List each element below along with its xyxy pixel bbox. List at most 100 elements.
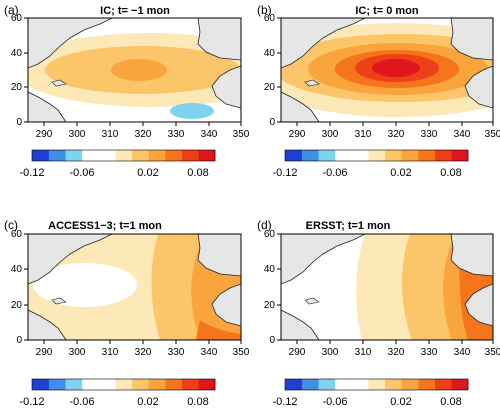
- colorbar-cell: [334, 150, 352, 161]
- x-tick-label: 320: [388, 129, 405, 140]
- colorbar-tick-label: -0.06: [69, 396, 94, 408]
- x-tick-label: 350: [485, 347, 500, 358]
- colorbar-c: -0.12 -0.06 0.02 0.08: [19, 378, 216, 408]
- colorbar-tick-label: -0.06: [322, 396, 347, 408]
- panel-d-y-axis: 0 20 40 60: [264, 229, 281, 346]
- panel-c-europe: [197, 234, 241, 277]
- colorbar-cell: [131, 150, 149, 161]
- x-tick-label: 330: [168, 129, 185, 140]
- panel-c-map: [28, 234, 241, 340]
- panel-b-title: IC; t= 0 mon: [355, 5, 419, 17]
- panel-d-africa: [464, 283, 493, 327]
- colorbar-cell: [434, 379, 452, 390]
- panel-a-north-america: [28, 18, 113, 69]
- panel-a-tag: (a): [4, 3, 19, 17]
- x-tick-label: 310: [355, 129, 372, 140]
- colorbar-d: -0.12 -0.06 0.02 0.08: [272, 378, 469, 408]
- y-tick-label: 40: [11, 264, 23, 275]
- x-tick-label: 310: [355, 347, 372, 358]
- colorbar-cell: [115, 150, 133, 161]
- y-tick-label: 60: [11, 229, 23, 240]
- colorbar-tick-label: -0.06: [322, 167, 347, 179]
- colorbar-frame: [31, 149, 216, 162]
- colorbar-tick-label: 0.08: [187, 167, 208, 179]
- x-tick-label: 320: [135, 347, 152, 358]
- colorbar-tick-label: 0.02: [390, 167, 411, 179]
- x-tick-label: 290: [36, 129, 53, 140]
- x-tick-label: 330: [421, 347, 438, 358]
- colorbar-cell: [32, 379, 49, 390]
- colorbar-frame: [31, 378, 216, 391]
- colorbar-cell: [301, 150, 319, 161]
- colorbar-cell: [401, 150, 419, 161]
- x-tick-label: 310: [102, 347, 119, 358]
- colorbar-tick-label: 0.02: [137, 396, 158, 408]
- colorbar-cell: [181, 379, 199, 390]
- x-tick-label: 350: [485, 129, 500, 140]
- colorbar-cell: [451, 150, 469, 161]
- x-tick-label: 340: [454, 129, 471, 140]
- colorbar-frame: [284, 149, 469, 162]
- x-tick-label: 330: [421, 129, 438, 140]
- colorbar-tick-label: -0.12: [272, 167, 297, 179]
- colorbar-cell: [32, 150, 49, 161]
- colorbar-cell: [334, 379, 352, 390]
- panel-a-europe: [197, 18, 241, 61]
- colorbar-cell: [285, 379, 302, 390]
- panel-c-caribbean: [51, 297, 67, 305]
- colorbar-cell: [418, 150, 436, 161]
- panel-c: (c) ACCESS1−3; t=1 mon 0 20 40 60 290 30…: [4, 218, 250, 358]
- panel-c-frame: [27, 233, 242, 341]
- panel-b-south-america: [281, 91, 320, 122]
- x-tick-label: 290: [36, 347, 53, 358]
- colorbar-tick-label: 0.08: [440, 167, 461, 179]
- colorbar-cell: [48, 150, 66, 161]
- y-tick-label: 0: [16, 117, 22, 128]
- panel-b-africa: [464, 65, 493, 109]
- colorbar-cell: [98, 150, 116, 161]
- x-tick-label: 290: [289, 347, 306, 358]
- panel-a-map: [28, 18, 241, 122]
- y-tick-label: 60: [264, 229, 276, 240]
- colorbar-cell: [65, 379, 83, 390]
- colorbar-cell: [48, 379, 66, 390]
- x-tick-label: 290: [289, 129, 306, 140]
- panel-c-y-axis: 0 20 40 60: [11, 229, 28, 346]
- panel-c-x-axis: 290 300 310 320 330 340 350: [36, 340, 250, 358]
- panel-c-south-america: [28, 309, 67, 340]
- colorbar-cell: [384, 150, 402, 161]
- panel-a-title: IC; t= −1 mon: [100, 5, 170, 17]
- panel-b: (b) IC; t= 0 mon 0 20 40 60 290 300 31: [257, 3, 500, 140]
- colorbar-cell: [318, 379, 336, 390]
- colorbar-tick-label: 0.02: [137, 167, 158, 179]
- colorbar-tick-label: 0.08: [187, 396, 208, 408]
- panel-d-europe: [450, 234, 493, 277]
- panel-a: (a) IC; t= −1 mon 0 20 40 60 290 3: [4, 3, 250, 140]
- panel-b-north-america: [281, 18, 366, 69]
- colorbar-tick-label: 0.08: [440, 396, 461, 408]
- colorbar-tick-label: -0.06: [69, 167, 94, 179]
- colorbar-cell: [181, 150, 199, 161]
- panel-c-contour-4: [196, 320, 241, 340]
- y-tick-label: 40: [264, 264, 276, 275]
- colorbar-cell: [351, 379, 369, 390]
- y-tick-label: 20: [264, 300, 276, 311]
- panel-b-contour-6: [372, 59, 420, 77]
- colorbar-cell: [384, 379, 402, 390]
- colorbar-tick-label: 0.02: [390, 396, 411, 408]
- panel-a-south-america: [28, 91, 67, 122]
- panel-a-contour-3: [111, 59, 167, 81]
- colorbar-cell: [451, 379, 469, 390]
- x-tick-label: 300: [69, 347, 86, 358]
- panel-c-tag: (c): [4, 218, 18, 232]
- colorbar-cell: [368, 150, 386, 161]
- colorbar-cell: [131, 379, 149, 390]
- colorbar-cell: [418, 379, 436, 390]
- panel-b-europe: [450, 18, 493, 61]
- y-tick-label: 20: [11, 300, 23, 311]
- panel-a-africa: [211, 65, 241, 109]
- panel-a-y-axis: 0 20 40 60: [11, 13, 28, 128]
- x-tick-label: 300: [322, 129, 339, 140]
- panel-d-south-america: [281, 309, 320, 340]
- panel-b-map: [281, 18, 493, 122]
